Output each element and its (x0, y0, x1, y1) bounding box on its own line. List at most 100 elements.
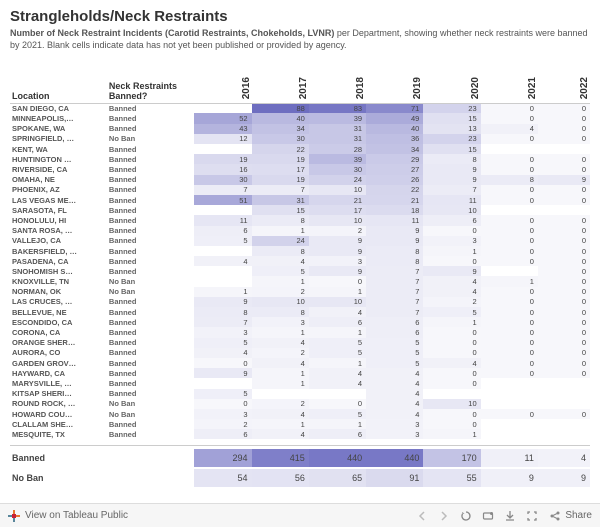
value-cell[interactable]: 1 (423, 246, 480, 256)
table-row[interactable]: MINNEAPOLIS,…Banned524039491500 (10, 113, 590, 123)
value-cell[interactable]: 10 (309, 215, 366, 225)
value-cell[interactable]: 4 (423, 358, 480, 368)
value-cell[interactable]: 10 (423, 399, 480, 409)
table-row[interactable]: KITSAP SHERI…Banned54 (10, 389, 590, 399)
table-row[interactable]: KENT, WABanned22283415 (10, 144, 590, 154)
value-cell[interactable]: 4 (366, 399, 423, 409)
value-cell[interactable]: 0 (423, 327, 480, 337)
value-cell[interactable]: 2 (252, 399, 309, 409)
value-cell[interactable]: 3 (309, 256, 366, 266)
value-cell[interactable]: 7 (366, 266, 423, 276)
value-cell[interactable]: 3 (366, 429, 423, 439)
value-cell[interactable]: 22 (366, 185, 423, 195)
summary-value-cell[interactable]: 9 (538, 468, 590, 488)
value-cell[interactable]: 0 (309, 399, 366, 409)
value-cell[interactable]: 0 (481, 368, 538, 378)
value-cell[interactable]: 26 (366, 175, 423, 185)
table-row[interactable]: MARYSVILLE, …Banned1440 (10, 378, 590, 388)
value-cell[interactable]: 8 (423, 154, 480, 164)
value-cell[interactable]: 43 (194, 124, 251, 134)
value-cell[interactable]: 0 (538, 226, 590, 236)
value-cell[interactable]: 0 (481, 256, 538, 266)
value-cell[interactable] (538, 378, 590, 388)
value-cell[interactable]: 2 (309, 226, 366, 236)
value-cell[interactable]: 19 (252, 175, 309, 185)
value-cell[interactable]: 3 (194, 327, 251, 337)
value-cell[interactable]: 6 (309, 429, 366, 439)
value-cell[interactable]: 5 (194, 236, 251, 246)
value-cell[interactable]: 4 (481, 124, 538, 134)
summary-value-cell[interactable]: 56 (252, 468, 309, 488)
value-cell[interactable]: 0 (538, 256, 590, 266)
value-cell[interactable]: 19 (194, 154, 251, 164)
table-row[interactable]: ROUND ROCK, …No Ban020410 (10, 399, 590, 409)
value-cell[interactable] (538, 205, 590, 215)
value-cell[interactable]: 52 (194, 113, 251, 123)
value-cell[interactable]: 13 (423, 124, 480, 134)
value-cell[interactable]: 6 (366, 317, 423, 327)
value-cell[interactable]: 0 (538, 246, 590, 256)
value-cell[interactable] (423, 389, 480, 399)
value-cell[interactable]: 4 (252, 409, 309, 419)
table-row[interactable]: OMAHA, NEBanned30192426989 (10, 175, 590, 185)
table-row[interactable]: LAS VEGAS ME…Banned513121211100 (10, 195, 590, 205)
value-cell[interactable]: 4 (366, 368, 423, 378)
value-cell[interactable]: 10 (309, 185, 366, 195)
value-cell[interactable]: 3 (252, 317, 309, 327)
summary-value-cell[interactable]: 9 (481, 468, 538, 488)
value-cell[interactable]: 0 (481, 134, 538, 144)
value-cell[interactable]: 31 (252, 195, 309, 205)
value-cell[interactable]: 9 (423, 175, 480, 185)
value-cell[interactable]: 7 (366, 276, 423, 286)
value-cell[interactable] (194, 205, 251, 215)
table-row[interactable]: SAN DIEGO, CABanned8883712300 (10, 103, 590, 113)
value-cell[interactable]: 0 (481, 327, 538, 337)
summary-value-cell[interactable]: 415 (252, 448, 309, 468)
value-cell[interactable]: 1 (481, 276, 538, 286)
value-cell[interactable] (538, 144, 590, 154)
value-cell[interactable]: 10 (252, 297, 309, 307)
table-row[interactable]: AURORA, COBanned4255000 (10, 348, 590, 358)
value-cell[interactable]: 0 (538, 164, 590, 174)
value-cell[interactable]: 8 (481, 175, 538, 185)
value-cell[interactable]: 0 (423, 338, 480, 348)
value-cell[interactable]: 0 (423, 348, 480, 358)
value-cell[interactable]: 15 (423, 144, 480, 154)
value-cell[interactable]: 0 (538, 287, 590, 297)
value-cell[interactable]: 0 (309, 276, 366, 286)
value-cell[interactable]: 5 (366, 338, 423, 348)
table-row[interactable]: RIVERSIDE, CABanned16173027900 (10, 164, 590, 174)
value-cell[interactable]: 0 (538, 195, 590, 205)
value-cell[interactable]: 8 (252, 246, 309, 256)
value-cell[interactable] (538, 429, 590, 439)
value-cell[interactable]: 6 (366, 327, 423, 337)
value-cell[interactable]: 2 (252, 287, 309, 297)
value-cell[interactable]: 39 (309, 154, 366, 164)
value-cell[interactable]: 0 (538, 358, 590, 368)
value-cell[interactable] (481, 419, 538, 429)
value-cell[interactable]: 11 (366, 215, 423, 225)
value-cell[interactable] (481, 399, 538, 409)
value-cell[interactable] (194, 246, 251, 256)
value-cell[interactable]: 0 (481, 154, 538, 164)
table-row[interactable]: LAS CRUCES, …Banned910107200 (10, 297, 590, 307)
value-cell[interactable]: 8 (194, 307, 251, 317)
value-cell[interactable]: 1 (252, 226, 309, 236)
value-cell[interactable]: 0 (481, 317, 538, 327)
value-cell[interactable] (481, 205, 538, 215)
value-cell[interactable]: 7 (366, 287, 423, 297)
value-cell[interactable]: 0 (538, 134, 590, 144)
value-cell[interactable] (194, 103, 251, 113)
value-cell[interactable]: 18 (366, 205, 423, 215)
value-cell[interactable]: 21 (309, 195, 366, 205)
table-row[interactable]: SNOHOMISH S…Banned59790 (10, 266, 590, 276)
value-cell[interactable]: 0 (538, 409, 590, 419)
value-cell[interactable]: 1 (423, 317, 480, 327)
value-cell[interactable]: 9 (366, 236, 423, 246)
next-button[interactable] (433, 507, 455, 525)
value-cell[interactable]: 0 (538, 266, 590, 276)
replay-button[interactable] (455, 507, 477, 525)
value-cell[interactable]: 7 (252, 185, 309, 195)
value-cell[interactable]: 9 (309, 246, 366, 256)
value-cell[interactable]: 28 (309, 144, 366, 154)
